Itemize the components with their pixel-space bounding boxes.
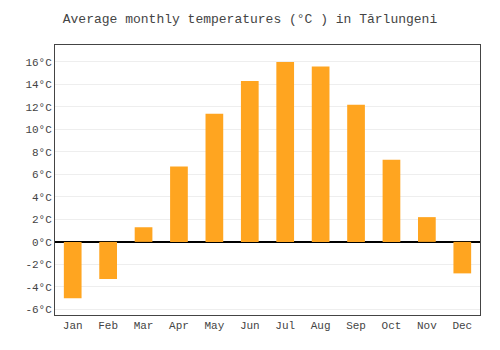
- svg-text:Jul: Jul: [275, 320, 295, 332]
- svg-text:14°C: 14°C: [25, 79, 52, 91]
- svg-text:Mar: Mar: [134, 320, 154, 332]
- svg-text:May: May: [204, 320, 224, 332]
- svg-text:Jan: Jan: [63, 320, 83, 332]
- svg-text:2°C: 2°C: [32, 214, 52, 226]
- svg-text:Oct: Oct: [382, 320, 402, 332]
- svg-text:12°C: 12°C: [25, 102, 52, 114]
- svg-text:Nov: Nov: [417, 320, 437, 332]
- svg-text:-6°C: -6°C: [25, 304, 52, 316]
- svg-text:10°C: 10°C: [25, 124, 52, 136]
- svg-text:0°C: 0°C: [32, 237, 52, 249]
- svg-text:16°C: 16°C: [25, 57, 52, 69]
- svg-text:6°C: 6°C: [32, 169, 52, 181]
- svg-text:-4°C: -4°C: [25, 282, 52, 294]
- svg-text:Feb: Feb: [98, 320, 118, 332]
- svg-text:4°C: 4°C: [32, 192, 52, 204]
- svg-text:Jun: Jun: [240, 320, 260, 332]
- svg-text:Sep: Sep: [346, 320, 366, 332]
- svg-text:Average monthly temperatures (: Average monthly temperatures (°C ) in Tă…: [63, 12, 438, 27]
- svg-text:-2°C: -2°C: [25, 259, 52, 271]
- svg-text:Dec: Dec: [452, 320, 472, 332]
- svg-text:Apr: Apr: [169, 320, 189, 332]
- svg-text:8°C: 8°C: [32, 147, 52, 159]
- svg-text:Aug: Aug: [311, 320, 331, 332]
